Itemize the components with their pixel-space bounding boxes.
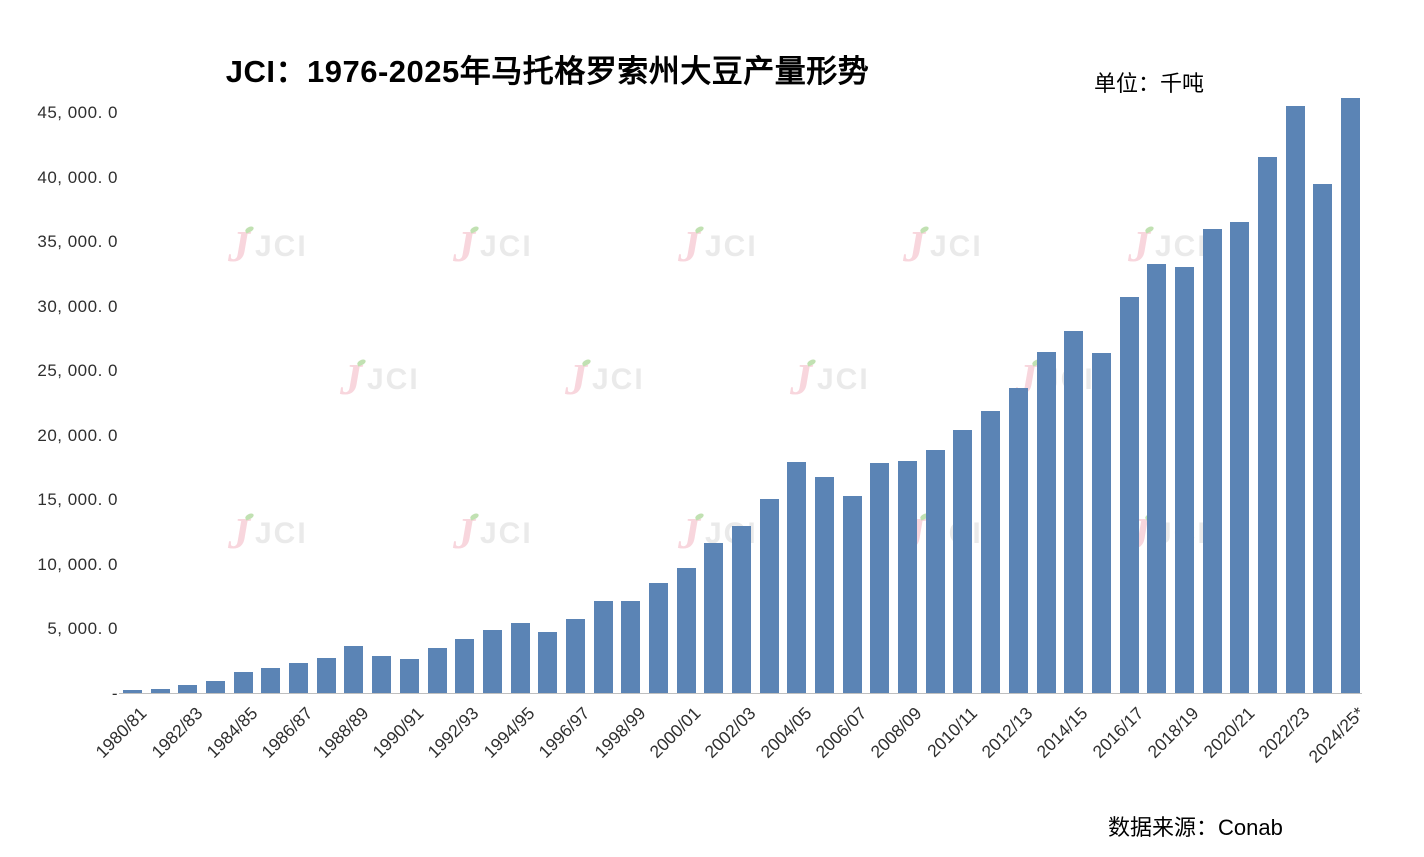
chart-title: JCI：1976-2025年马托格罗索州大豆产量形势: [225, 54, 870, 89]
bar-1985/86: [261, 667, 281, 693]
bar-1981/82: [150, 688, 170, 693]
bars-layer: [123, 95, 1360, 694]
bar-2017/18: [1147, 264, 1167, 693]
bar-2002/03: [732, 526, 751, 693]
bar-2000/01: [676, 568, 696, 693]
bar-1989/90: [372, 655, 392, 693]
bar-1983/84: [206, 680, 226, 693]
x-axis-tick-label: 2014/15: [1032, 703, 1092, 762]
bar-2023/24: [1313, 184, 1333, 693]
x-axis-tick-label: 1988/89: [313, 703, 373, 762]
bar-2018/19: [1174, 266, 1194, 693]
x-axis-tick-label: 2020/21: [1199, 703, 1258, 762]
bar-2006/07: [842, 495, 862, 693]
x-axis-tick-label: 2004/05: [756, 703, 816, 762]
bar-2004/05: [787, 461, 807, 693]
x-axis-tick-label: 2024/25*: [1304, 703, 1369, 767]
y-axis-tick-label: 45, 000. 0: [37, 103, 118, 122]
x-axis-tick-label: 2008/09: [866, 703, 926, 762]
x-axis-tick-label: 2006/07: [811, 703, 871, 762]
bar-2016/17: [1119, 296, 1139, 693]
bar-1990/91: [399, 658, 419, 693]
x-axis-tick-label: 1984/85: [202, 703, 262, 762]
bar-1986/87: [289, 663, 309, 693]
bar-1992/93: [455, 638, 475, 693]
bar-2024/25*: [1341, 97, 1360, 693]
y-axis-tick-label: 5, 000. 0: [47, 619, 118, 639]
x-axis-tick-label: 1998/99: [590, 703, 649, 762]
y-axis-tick-label: 20, 000. 0: [37, 425, 118, 445]
y-axis-tick-label: 35, 000. 0: [37, 232, 118, 252]
bar-1991/92: [427, 647, 447, 693]
y-axis-tick-label: 30, 000. 0: [37, 296, 118, 316]
x-axis-tick-label: 1992/93: [423, 703, 483, 762]
y-axis-tick-label: 40, 000. 0: [37, 167, 118, 187]
x-axis-line: [119, 693, 1362, 694]
x-axis-tick-label: 1986/87: [257, 703, 317, 762]
bar-1996/97: [565, 619, 585, 693]
x-axis-tick-label: 1996/97: [534, 703, 594, 762]
bar-1999/00: [648, 583, 668, 693]
bar-2013/14: [1036, 351, 1056, 693]
bar-2021/22: [1257, 157, 1277, 693]
bar-2012/13: [1008, 388, 1028, 693]
unit-label: 单位：千吨: [1094, 71, 1205, 96]
data-source: 数据来源：Conab: [1108, 815, 1283, 840]
x-axis-tick-label: 2012/13: [977, 703, 1037, 762]
y-axis-tick-label: -: [111, 684, 118, 703]
x-axis-tick-label: 2016/17: [1088, 703, 1148, 762]
bar-1993/94: [482, 629, 502, 693]
bar-2022/23: [1285, 106, 1305, 693]
bar-2003/04: [759, 499, 779, 693]
bar-1984/85: [233, 671, 253, 693]
x-axis-tick-label: 1994/95: [479, 703, 539, 762]
x-axis-tick-label: 1982/83: [147, 703, 207, 762]
x-axis-tick-label: 1980/81: [91, 703, 151, 762]
x-axis-tick-label: 2002/03: [700, 703, 760, 762]
bar-1994/95: [510, 623, 530, 693]
bar-2008/09: [898, 461, 918, 693]
bar-1998/99: [621, 601, 641, 693]
bar-2019/20: [1202, 228, 1222, 693]
bar-2015/16: [1091, 353, 1111, 693]
bar-2020/21: [1230, 221, 1250, 693]
x-axis-tick-label: 2018/19: [1143, 703, 1203, 762]
y-axis-tick-label: 10, 000. 0: [37, 554, 118, 574]
bar-2014/15: [1064, 330, 1084, 693]
x-axis-tick-label: 2010/11: [923, 703, 982, 761]
bar-1997/98: [593, 600, 613, 693]
x-axis-tick-label: 2000/01: [645, 703, 705, 762]
bar-1995/96: [538, 632, 558, 693]
bar-2010/11: [953, 429, 973, 693]
bar-2007/08: [870, 462, 890, 693]
y-axis-tick-label: 25, 000. 0: [37, 361, 118, 381]
x-axis-tick-label: 1990/91: [368, 703, 428, 762]
bar-1982/83: [178, 685, 198, 693]
bar-1980/81: [123, 690, 142, 693]
y-axis-tick-label: 15, 000. 0: [37, 490, 118, 510]
bar-2011/12: [981, 410, 1001, 693]
plot-area: [119, 95, 1362, 694]
bar-1988/89: [344, 645, 364, 693]
bar-2009/10: [925, 450, 945, 693]
bar-2005/06: [815, 477, 835, 693]
bar-2001/02: [704, 543, 724, 693]
bar-1987/88: [316, 658, 336, 693]
